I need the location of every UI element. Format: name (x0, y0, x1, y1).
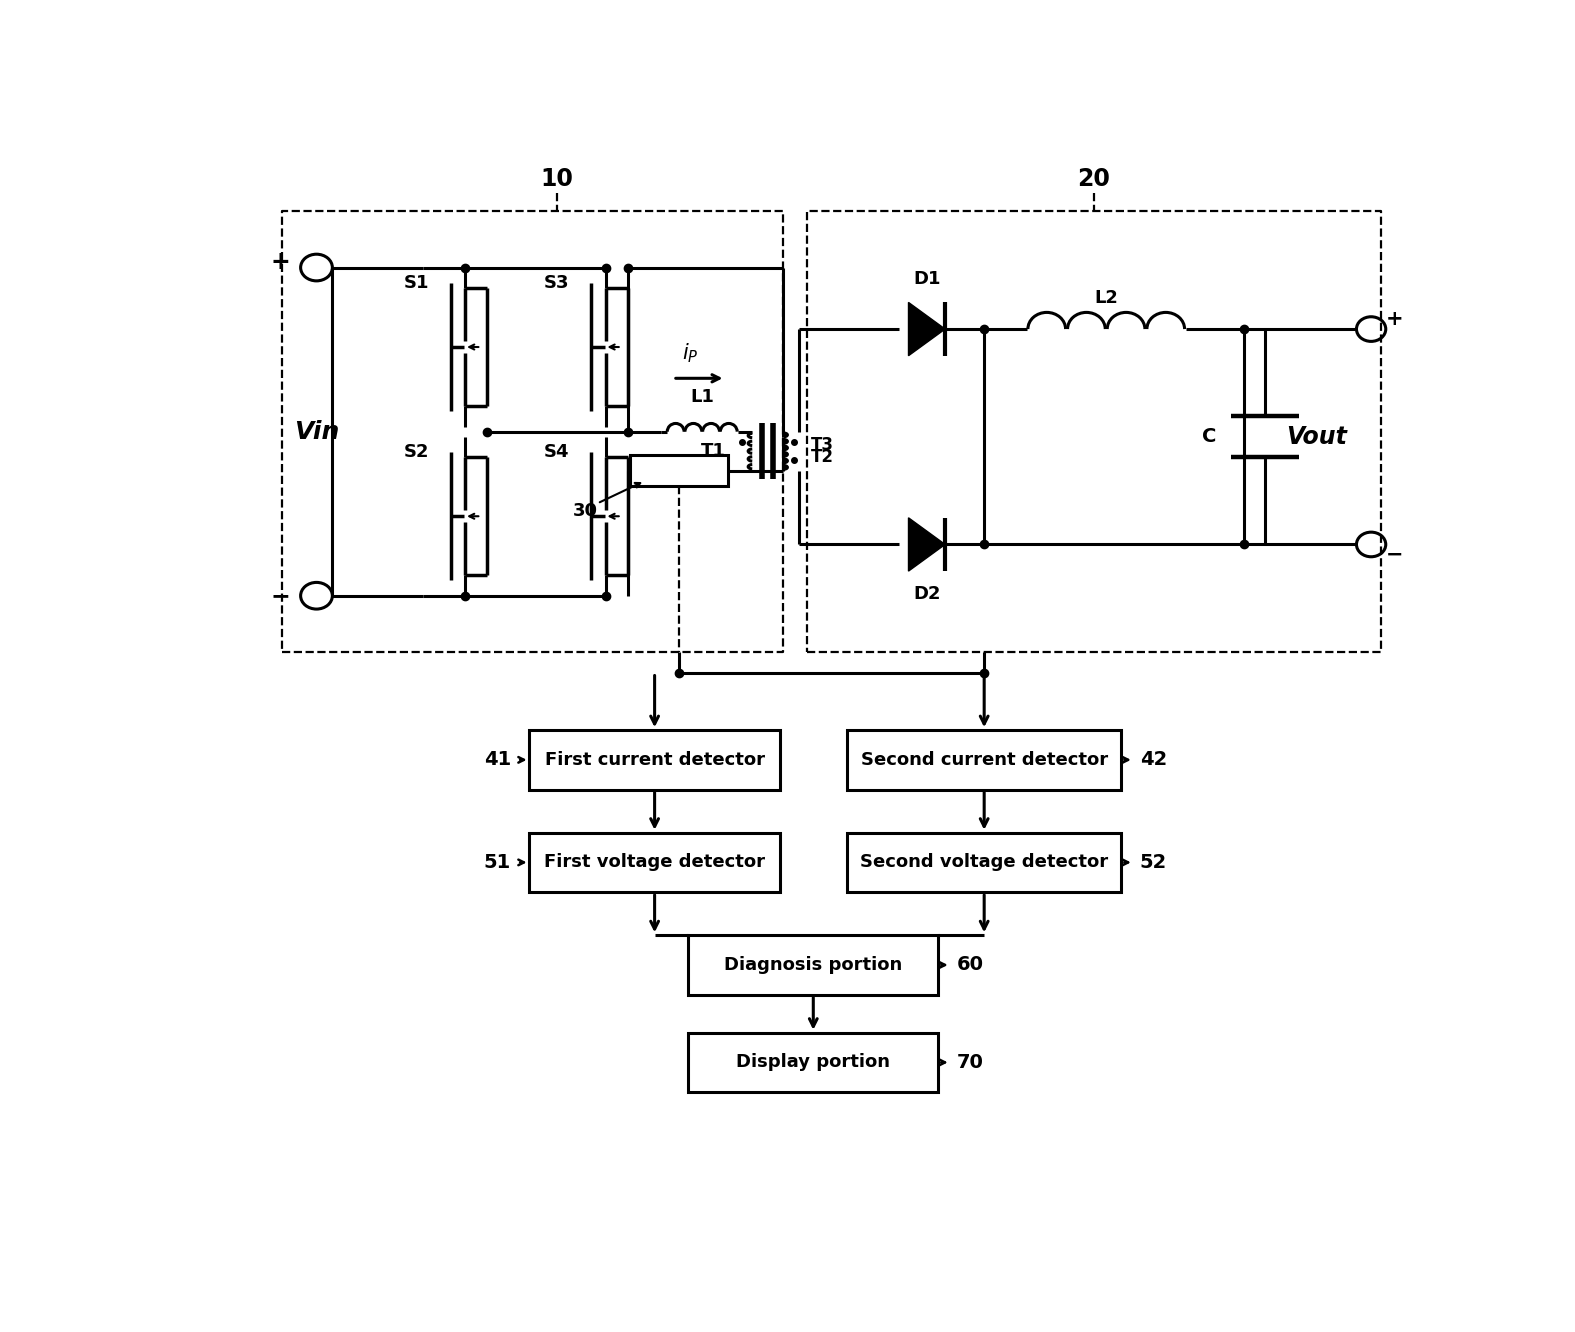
Text: S1: S1 (403, 274, 428, 292)
Text: Vout: Vout (1285, 425, 1347, 449)
Text: 60: 60 (956, 955, 984, 975)
Text: Diagnosis portion: Diagnosis portion (724, 956, 902, 974)
FancyBboxPatch shape (529, 730, 780, 790)
Text: +: + (269, 250, 290, 274)
Text: T1: T1 (701, 442, 726, 460)
Text: 52: 52 (1140, 852, 1167, 872)
Text: S4: S4 (543, 444, 569, 461)
FancyBboxPatch shape (630, 456, 728, 486)
Text: $i_P$: $i_P$ (682, 341, 698, 365)
FancyBboxPatch shape (529, 832, 780, 892)
Text: 41: 41 (484, 750, 512, 770)
Polygon shape (909, 518, 945, 571)
Text: Second current detector: Second current detector (860, 751, 1107, 769)
Text: 10: 10 (540, 166, 573, 190)
FancyBboxPatch shape (847, 832, 1121, 892)
FancyBboxPatch shape (688, 935, 939, 995)
Text: 70: 70 (956, 1052, 984, 1072)
Text: C: C (1202, 428, 1216, 446)
Text: D2: D2 (913, 586, 940, 603)
Text: First current detector: First current detector (545, 751, 764, 769)
Text: 42: 42 (1140, 750, 1167, 770)
Text: T3: T3 (811, 436, 833, 454)
Text: First voltage detector: First voltage detector (543, 854, 765, 871)
Text: D1: D1 (913, 270, 940, 288)
Text: −: − (269, 583, 290, 607)
Text: 20: 20 (1077, 166, 1110, 190)
Text: 51: 51 (484, 852, 512, 872)
Text: T2: T2 (811, 449, 833, 466)
Text: Vin: Vin (295, 420, 340, 444)
Text: Second voltage detector: Second voltage detector (860, 854, 1109, 871)
Text: S2: S2 (403, 444, 428, 461)
Text: S3: S3 (543, 274, 569, 292)
Text: L2: L2 (1095, 289, 1118, 306)
Text: +: + (1386, 309, 1403, 329)
Text: 30: 30 (573, 502, 597, 519)
FancyBboxPatch shape (847, 730, 1121, 790)
Polygon shape (909, 302, 945, 356)
Text: L1: L1 (690, 388, 713, 406)
FancyBboxPatch shape (688, 1032, 939, 1092)
Text: −: − (1386, 545, 1403, 565)
Text: Display portion: Display portion (736, 1054, 890, 1071)
